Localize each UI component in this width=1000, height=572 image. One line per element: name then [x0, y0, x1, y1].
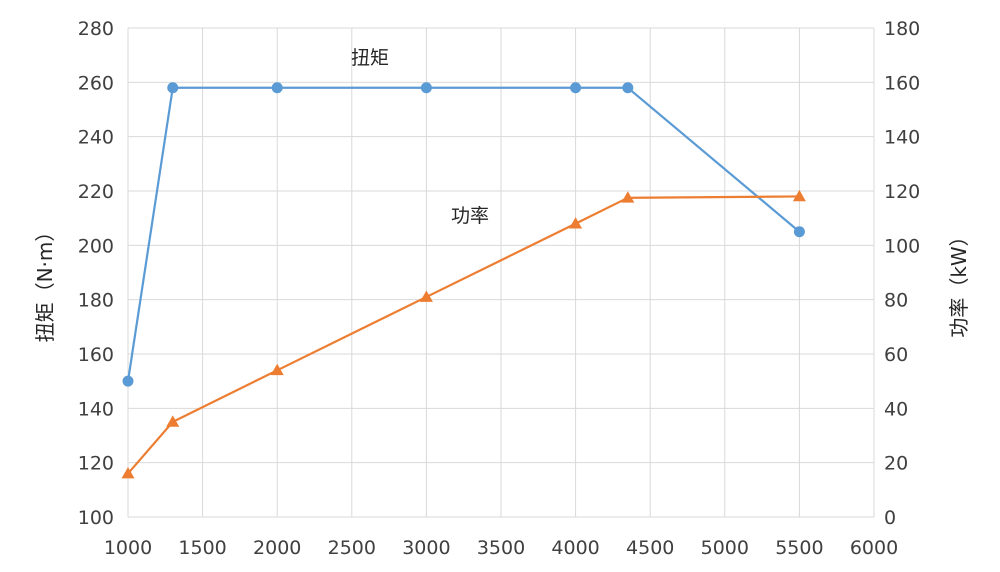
series-label-power: 功率 — [451, 205, 489, 227]
y-right-tick-label: 0 — [884, 507, 896, 529]
tick-labels: 100 120 140 160 180 200 220 240 260 280 0 20 40 60 80 1… — [78, 18, 921, 559]
x-tick-label: 6000 — [850, 537, 898, 559]
y-right-tick-label: 20 — [884, 453, 908, 475]
x-tick-label: 3000 — [402, 537, 450, 559]
y-right-tick-label: 60 — [884, 344, 908, 366]
series-label-torque: 扭矩 — [351, 47, 389, 69]
power-data-point — [270, 363, 284, 376]
x-tick-label: 2000 — [253, 537, 301, 559]
x-tick-label: 5500 — [775, 537, 823, 559]
x-tick-label: 1000 — [104, 537, 152, 559]
y-axis-right-title: 功率（kW） — [947, 226, 971, 337]
y-right-tick-label: 100 — [884, 235, 920, 257]
x-tick-label: 1500 — [178, 537, 226, 559]
series — [121, 82, 806, 479]
x-tick-label: 4500 — [626, 537, 674, 559]
power-data-point — [621, 191, 635, 203]
power-series-line — [127, 195, 800, 475]
y-right-tick-label: 80 — [884, 290, 908, 312]
y-left-tick-label: 280 — [78, 18, 114, 40]
y-right-tick-label: 160 — [884, 72, 920, 94]
power-data-point — [121, 467, 135, 479]
y-axis-left-title: 扭矩（N·m） — [33, 222, 57, 343]
power-data-point — [792, 189, 806, 202]
x-tick-label: 3500 — [477, 537, 525, 559]
torque-data-point — [570, 82, 582, 94]
y-left-tick-label: 220 — [78, 181, 114, 203]
y-left-tick-label: 180 — [78, 290, 114, 312]
torque-data-point — [167, 82, 179, 94]
y-left-tick-label: 160 — [78, 344, 114, 366]
y-right-tick-label: 40 — [884, 398, 908, 420]
y-left-tick-label: 120 — [78, 453, 114, 475]
y-left-tick-label: 140 — [78, 398, 114, 420]
power-data-point — [419, 290, 433, 302]
torque-data-point — [122, 375, 134, 387]
y-left-tick-label: 240 — [78, 127, 114, 149]
y-left-tick-label: 200 — [78, 235, 114, 257]
y-right-tick-label: 140 — [884, 127, 920, 149]
torque-data-point — [420, 82, 432, 94]
power-data-point — [569, 217, 583, 229]
y-right-tick-label: 120 — [884, 181, 920, 203]
grid — [127, 27, 875, 518]
y-left-tick-label: 100 — [78, 507, 114, 529]
power-data-point — [166, 415, 180, 427]
y-right-tick-label: 180 — [884, 18, 920, 40]
torque-data-point — [622, 82, 634, 94]
x-tick-label: 2500 — [328, 537, 376, 559]
x-tick-label: 5000 — [701, 537, 749, 559]
torque-data-point — [793, 226, 805, 238]
y-left-tick-label: 260 — [78, 72, 114, 94]
labels: 扭矩（N·m） 功率（kW） 扭矩 功率 — [33, 47, 971, 342]
torque-data-point — [271, 82, 283, 94]
torque-series-line — [126, 86, 801, 382]
x-tick-label: 4000 — [551, 537, 599, 559]
